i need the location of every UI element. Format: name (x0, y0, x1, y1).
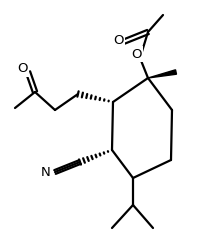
Text: O: O (17, 62, 27, 75)
Text: O: O (113, 33, 123, 47)
Text: O: O (131, 48, 141, 61)
Text: N: N (41, 165, 51, 179)
Polygon shape (148, 70, 176, 78)
